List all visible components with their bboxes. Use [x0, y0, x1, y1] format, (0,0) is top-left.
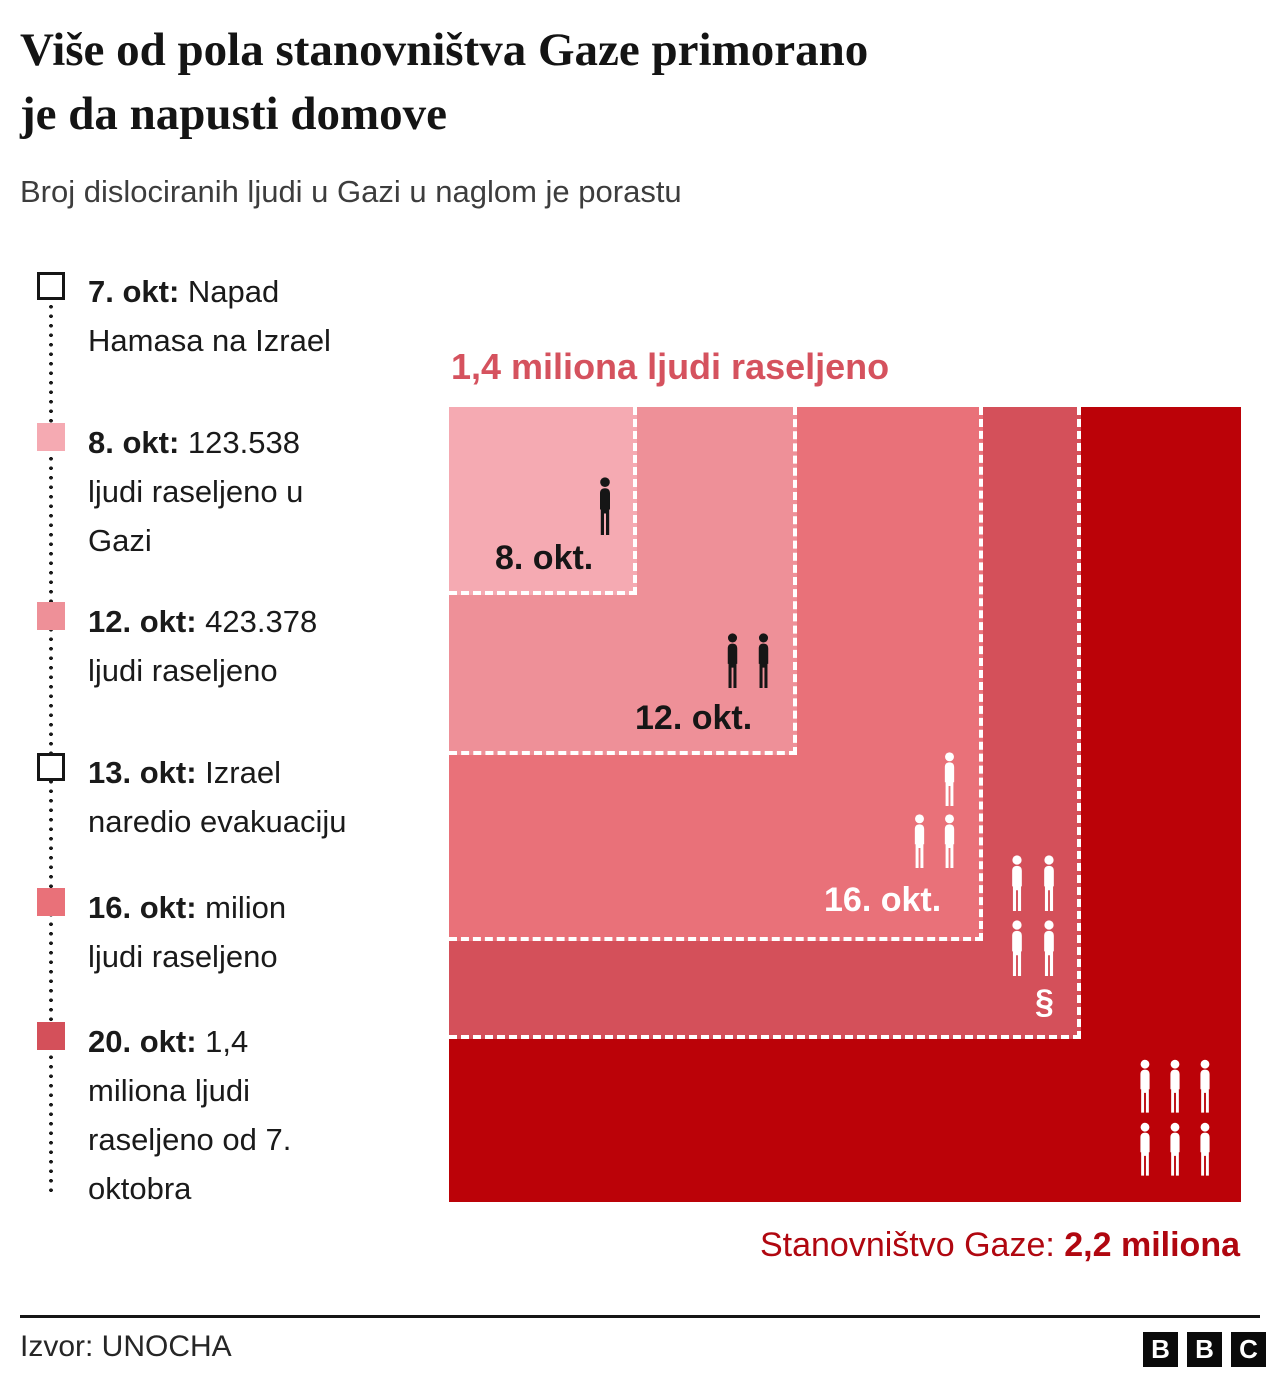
- person-icon: [1140, 1059, 1150, 1113]
- timeline-date: 20. okt:: [88, 1024, 197, 1059]
- timeline-text: 423.378 ljudi raseljeno: [88, 604, 318, 688]
- person-icon: [1012, 855, 1022, 911]
- bbc-logo-letter: C: [1231, 1332, 1266, 1367]
- displaced-icons-16okt-top: [938, 752, 961, 806]
- population-label-value: 2,2 miliona: [1064, 1226, 1240, 1264]
- person-icon: [1170, 1059, 1180, 1113]
- person-icon: [1140, 1122, 1150, 1176]
- square-label-16okt: 16. okt.: [824, 881, 942, 919]
- icon-row: [1134, 1059, 1216, 1113]
- displaced-icons-20okt: [1005, 855, 1061, 976]
- bbc-logo-letter: B: [1187, 1332, 1222, 1367]
- timeline-text: milion ljudi raseljeno: [88, 890, 287, 974]
- person-icon: [727, 633, 738, 688]
- person-icon: [944, 752, 955, 806]
- timeline-date: 12. okt:: [88, 604, 197, 639]
- chart-annotation-displaced-total: 1,4 miliona ljudi raseljeno: [451, 346, 890, 387]
- population-label-prefix: Stanovništvo Gaze:: [759, 1226, 1065, 1264]
- icon-row: [1005, 920, 1061, 976]
- person-icon: [1044, 855, 1054, 911]
- timeline-date: 13. okt:: [88, 755, 197, 790]
- population-icons-total: [1134, 1059, 1216, 1176]
- timeline-text: 1,4 miliona ljudi raseljeno od 7. oktobr…: [88, 1024, 292, 1206]
- timeline-connector-dotted-line: [49, 302, 53, 1195]
- timeline-entry-8okt: 8. okt: 123.538 ljudi raseljeno u Gazi: [88, 418, 456, 565]
- person-icon: [944, 814, 955, 868]
- timeline-date: 16. okt:: [88, 890, 197, 925]
- displaced-icons-12okt: [721, 633, 775, 688]
- person-icon: [914, 814, 925, 868]
- person-icon: [600, 477, 610, 535]
- source-label: Izvor: UNOCHA: [20, 1330, 232, 1363]
- timeline-entry-16okt: 16. okt: milion ljudi raseljeno: [88, 883, 456, 981]
- timeline-marker-7okt: [37, 272, 65, 300]
- square-label-8okt: 8. okt.: [495, 539, 594, 577]
- displaced-icons-8okt: [593, 477, 617, 535]
- timeline-marker-16okt: [37, 888, 65, 916]
- proportional-area-chart: 8. okt. 12. okt. 16. okt. §: [449, 407, 1241, 1202]
- timeline-text: Napad Hamasa na Izrael: [88, 274, 331, 358]
- timeline-entry-20okt: 20. okt: 1,4 miliona ljudi raseljeno od …: [88, 1017, 456, 1213]
- bbc-logo: B B C: [1143, 1332, 1266, 1367]
- timeline-entry-7okt: 7. okt: Napad Hamasa na Izrael: [88, 267, 456, 365]
- square-label-12okt: 12. okt.: [635, 699, 753, 737]
- page-title: Više od pola stanovništva Gaze primorano…: [20, 24, 869, 140]
- page-subtitle: Broj dislociranih ljudi u Gazi u naglom …: [20, 174, 682, 209]
- icon-row: [1005, 855, 1061, 911]
- footer-divider: [20, 1315, 1260, 1318]
- person-icon: [1012, 920, 1022, 976]
- person-icon: [1170, 1122, 1180, 1176]
- bbc-logo-letter: B: [1143, 1332, 1178, 1367]
- timeline-entry-12okt: 12. okt: 423.378 ljudi raseljeno: [88, 597, 456, 695]
- timeline-entry-13okt: 13. okt: Izrael naredio evakuaciju: [88, 748, 456, 846]
- timeline-date: 8. okt:: [88, 425, 180, 460]
- person-icon: [758, 633, 769, 688]
- person-icon: [1200, 1059, 1210, 1113]
- displaced-icons-16okt-bottom: [908, 814, 961, 868]
- timeline-marker-13okt: [37, 753, 65, 781]
- person-icon: [1200, 1122, 1210, 1176]
- timeline-marker-8okt: [37, 423, 65, 451]
- partial-person-glyph: §: [1035, 983, 1054, 1021]
- chart-annotation-population: Stanovništvo Gaze: 2,2 miliona: [760, 1226, 1240, 1265]
- timeline-text: 123.538 ljudi raseljeno u Gazi: [88, 425, 304, 558]
- timeline-text: Izrael naredio evakuaciju: [88, 755, 347, 839]
- timeline-marker-12okt: [37, 602, 65, 630]
- timeline-date: 7. okt:: [88, 274, 180, 309]
- person-icon: [1044, 920, 1054, 976]
- timeline-marker-20okt: [37, 1022, 65, 1050]
- icon-row: [1134, 1122, 1216, 1176]
